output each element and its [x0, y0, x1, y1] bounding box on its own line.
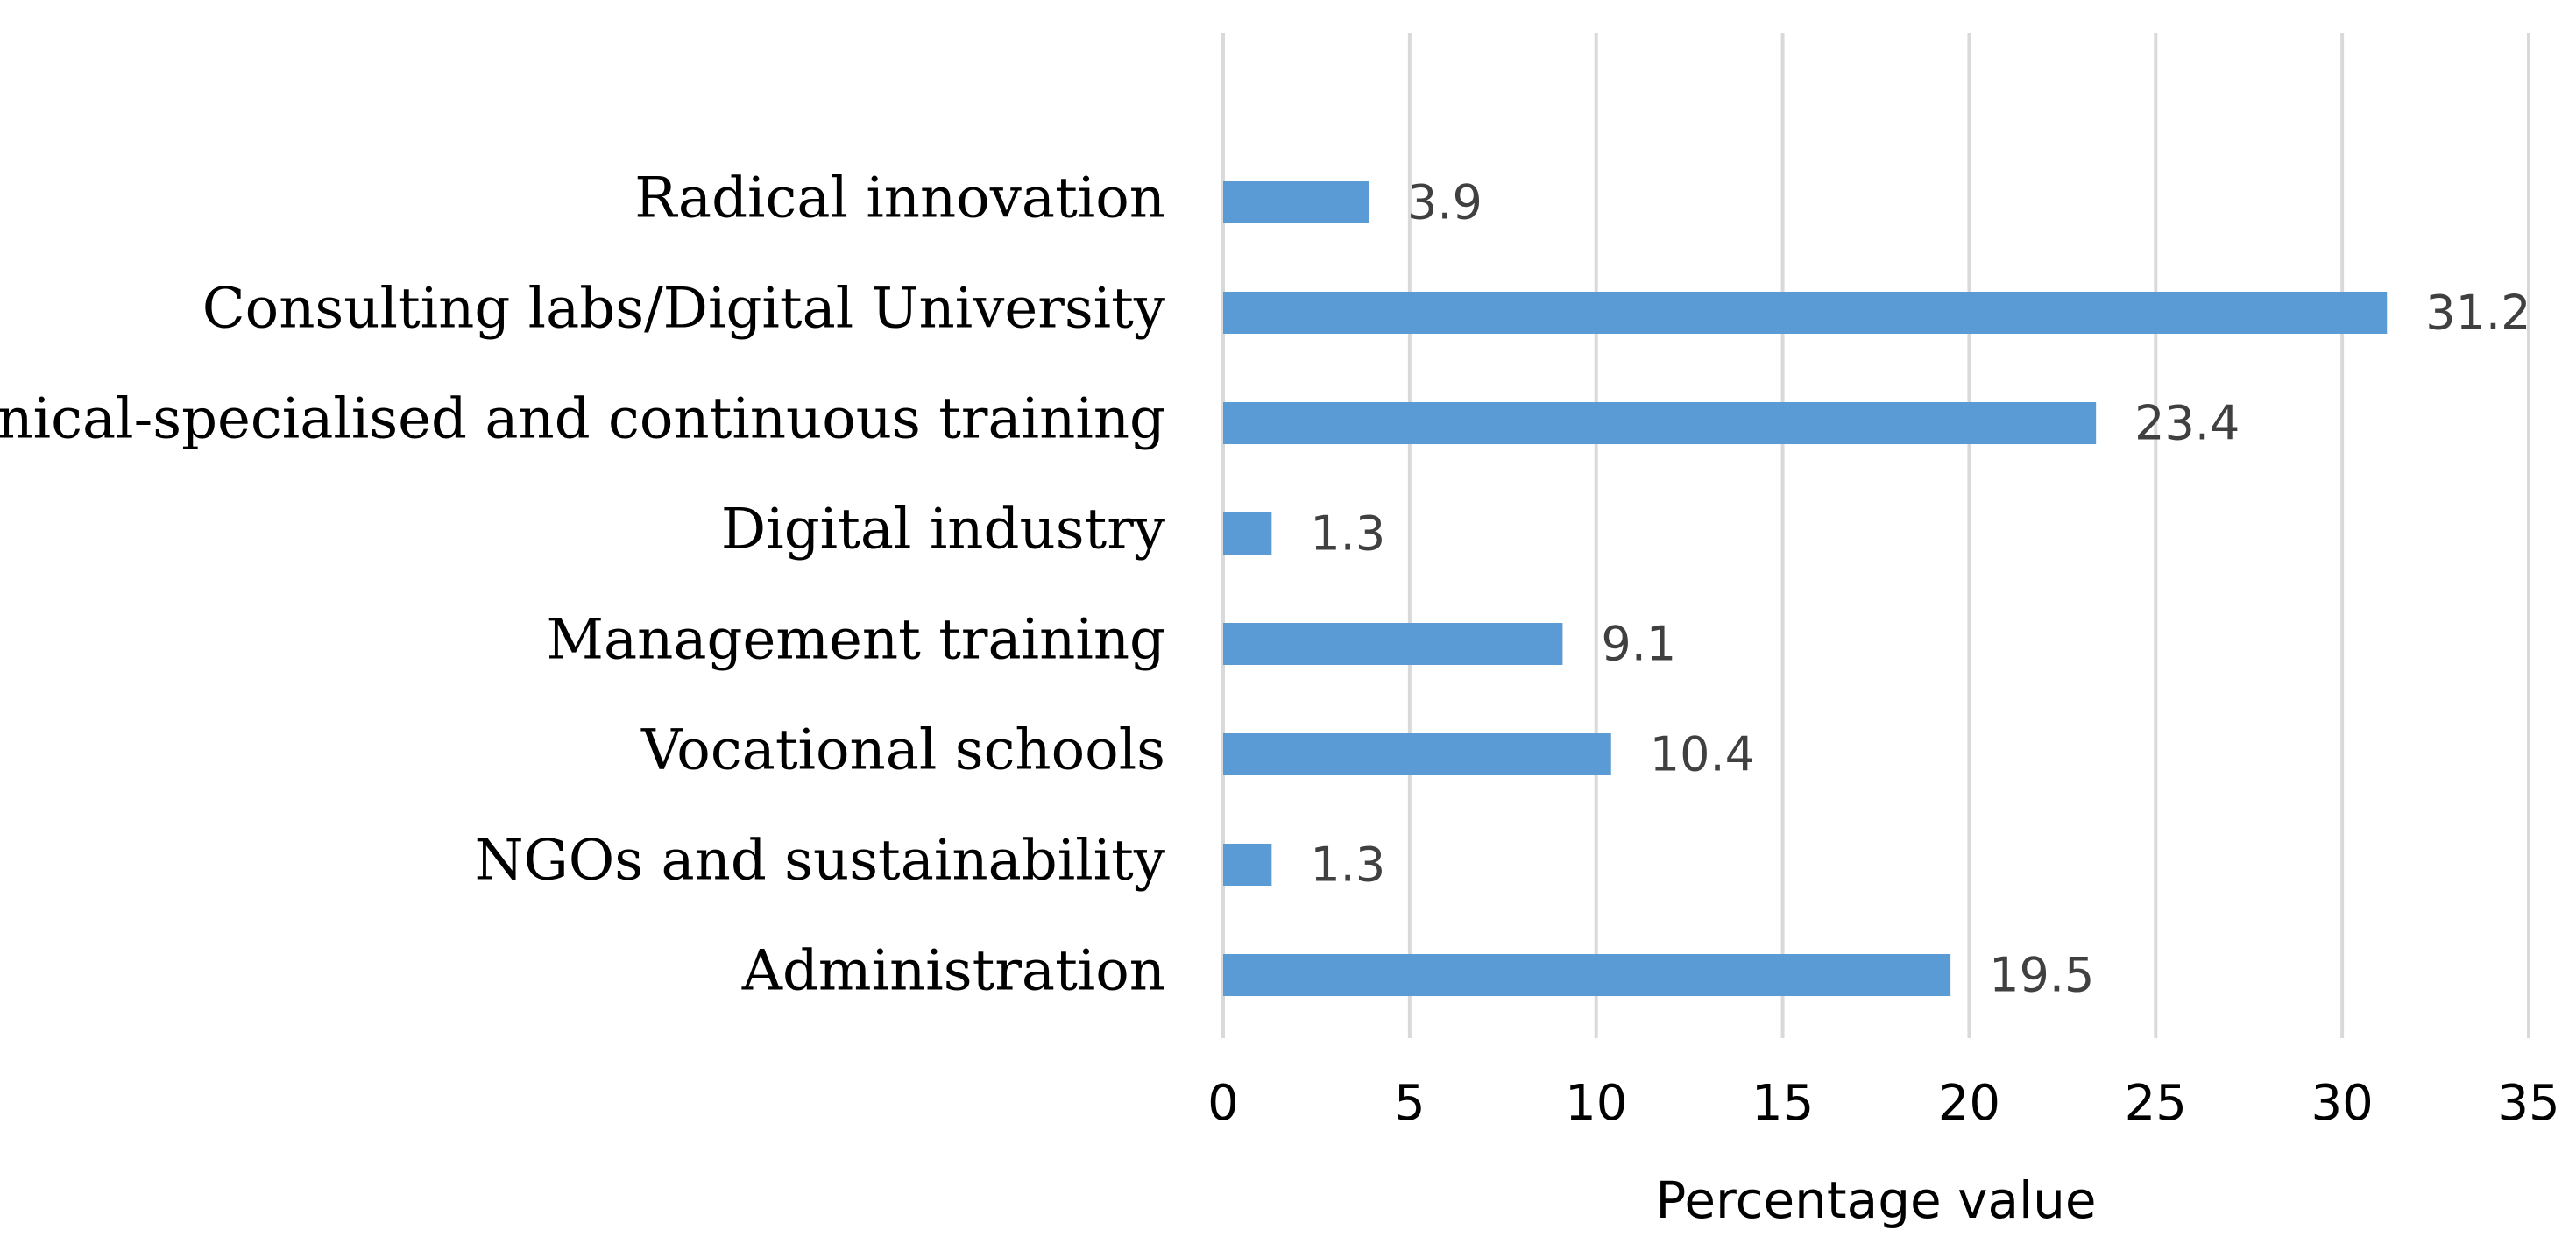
- bar: [1223, 512, 1272, 555]
- category-label: Vocational schools: [640, 718, 1165, 783]
- bar: [1223, 181, 1369, 223]
- bar: [1223, 402, 2097, 444]
- gridlines: [1221, 33, 2530, 1038]
- data-label: 3.9: [1407, 175, 1483, 230]
- x-tick-label: 5: [1394, 1075, 1426, 1132]
- x-tick-label: 35: [2497, 1075, 2559, 1132]
- x-tick-label: 10: [1565, 1075, 1627, 1132]
- category-label: Management training: [546, 608, 1165, 673]
- bar: [1223, 954, 1951, 996]
- data-label: 1.3: [1310, 506, 1385, 562]
- category-label: Radical innovation: [634, 166, 1165, 231]
- bar: [1223, 292, 2388, 334]
- category-label: Consulting labs/Digital University: [202, 277, 1165, 342]
- x-tick-label: 15: [1752, 1075, 1814, 1132]
- x-tick-label: 25: [2125, 1075, 2187, 1132]
- category-label: NGOs and sustainability: [475, 829, 1165, 894]
- data-label: 31.2: [2425, 286, 2530, 341]
- data-label: 1.3: [1310, 838, 1385, 893]
- data-labels: 3.9 31.2 23.4 1.3 9.1 10.4 1.3 19.5: [1310, 175, 2530, 1003]
- x-tick-label: 0: [1207, 1075, 1239, 1132]
- bars: [1223, 181, 2388, 996]
- bar: [1223, 844, 1272, 886]
- category-label: Technical-specialised and continuous tra…: [0, 387, 1165, 452]
- data-label: 19.5: [1989, 948, 2094, 1003]
- x-tick-labels: 0 5 10 15 20 25 30 35: [1207, 1075, 2559, 1132]
- x-tick-label: 30: [2311, 1075, 2374, 1132]
- bar: [1223, 733, 1611, 775]
- category-label: Digital industry: [721, 498, 1165, 562]
- category-labels: Radical innovation Consulting labs/Digita…: [0, 166, 1165, 1004]
- data-label: 23.4: [2134, 396, 2240, 451]
- data-label: 9.1: [1601, 617, 1676, 672]
- x-tick-label: 20: [1938, 1075, 2000, 1132]
- category-label: Administration: [741, 939, 1165, 1004]
- bar: [1223, 623, 1563, 665]
- x-axis-title: Percentage value: [1655, 1170, 2096, 1230]
- data-label: 10.4: [1650, 727, 1755, 782]
